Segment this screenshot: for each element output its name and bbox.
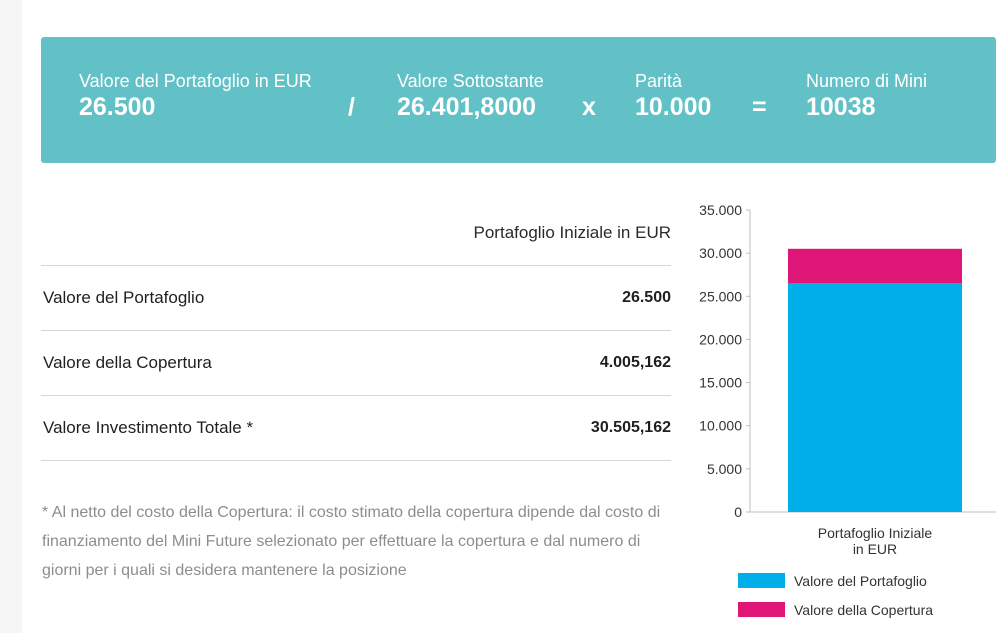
row-label: Valore Investimento Totale * bbox=[43, 418, 254, 437]
footnote: * Al netto del costo della Copertura: il… bbox=[42, 504, 661, 579]
equals-operator: = bbox=[752, 93, 767, 121]
bar-valore-del-portafoglio bbox=[788, 283, 962, 512]
row-value: 4.005,162 bbox=[599, 354, 671, 371]
table-row: Valore del Portafoglio 26.500 bbox=[41, 266, 671, 331]
bar-valore-della-copertura bbox=[788, 248, 962, 284]
table-header-label: Portafoglio Iniziale in EUR bbox=[473, 222, 671, 242]
table-row: Valore della Copertura 4.005,162 bbox=[41, 331, 671, 396]
parity-group: Parità 10.000 bbox=[635, 70, 711, 122]
y-tick-label: 15.000 bbox=[699, 375, 742, 391]
underlying-value-label: Valore Sottostante bbox=[397, 71, 544, 91]
x-category-label: in EUR bbox=[853, 541, 897, 557]
summary-table: Portafoglio Iniziale in EUR Valore del P… bbox=[41, 200, 671, 461]
calculation-banner: Valore del Portafoglio in EUR 26.500 / V… bbox=[41, 37, 996, 163]
stacked-bar-chart: 0 5.000 10.000 15.000 20.000 25.000 30.000 35.0… bbox=[680, 195, 1000, 633]
portfolio-value: 26.500 bbox=[79, 93, 156, 121]
row-value: 30.505,162 bbox=[590, 419, 671, 436]
x-category-label: Portafoglio Iniziale bbox=[818, 525, 933, 541]
legend-swatch-valore-della-copertura bbox=[738, 602, 785, 617]
y-tick-label: 30.000 bbox=[699, 245, 742, 261]
y-tick-label: 25.000 bbox=[699, 288, 742, 304]
legend-label: Valore della Copertura bbox=[794, 602, 933, 618]
page-left-gutter bbox=[0, 0, 22, 633]
row-value: 26.500 bbox=[622, 289, 671, 306]
underlying-value: 26.401,8000 bbox=[397, 93, 537, 121]
divide-operator: / bbox=[348, 93, 355, 121]
chart-svg: 0 5.000 10.000 15.000 20.000 25.000 30.000 35.0… bbox=[699, 202, 996, 618]
row-label: Valore della Copertura bbox=[43, 353, 212, 372]
y-tick-label: 5.000 bbox=[707, 461, 742, 477]
portfolio-value-label: Valore del Portafoglio in EUR bbox=[79, 71, 312, 91]
minis-count-label: Numero di Mini bbox=[806, 71, 928, 91]
legend-label: Valore del Portafoglio bbox=[794, 573, 927, 589]
minis-count-group: Numero di Mini 10038 bbox=[806, 70, 927, 122]
y-tick-label: 20.000 bbox=[699, 331, 742, 347]
y-tick-label: 10.000 bbox=[699, 418, 742, 434]
underlying-value-group: Valore Sottostante 26.401,8000 bbox=[397, 70, 544, 122]
table-row: Valore Investimento Totale * 30.505,162 bbox=[41, 396, 671, 461]
row-label: Valore del Portafoglio bbox=[43, 288, 205, 307]
minis-count-value: 10038 bbox=[806, 93, 876, 121]
y-tick-label: 0 bbox=[734, 504, 742, 520]
table-header: Portafoglio Iniziale in EUR bbox=[41, 200, 671, 266]
legend-swatch-valore-del-portafoglio bbox=[738, 573, 785, 588]
portfolio-value-group: Valore del Portafoglio in EUR 26.500 bbox=[79, 70, 312, 122]
parity-value: 10.000 bbox=[635, 93, 712, 121]
y-tick-label: 35.000 bbox=[699, 202, 742, 218]
parity-label: Parità bbox=[635, 71, 683, 91]
multiply-operator: x bbox=[582, 93, 596, 121]
